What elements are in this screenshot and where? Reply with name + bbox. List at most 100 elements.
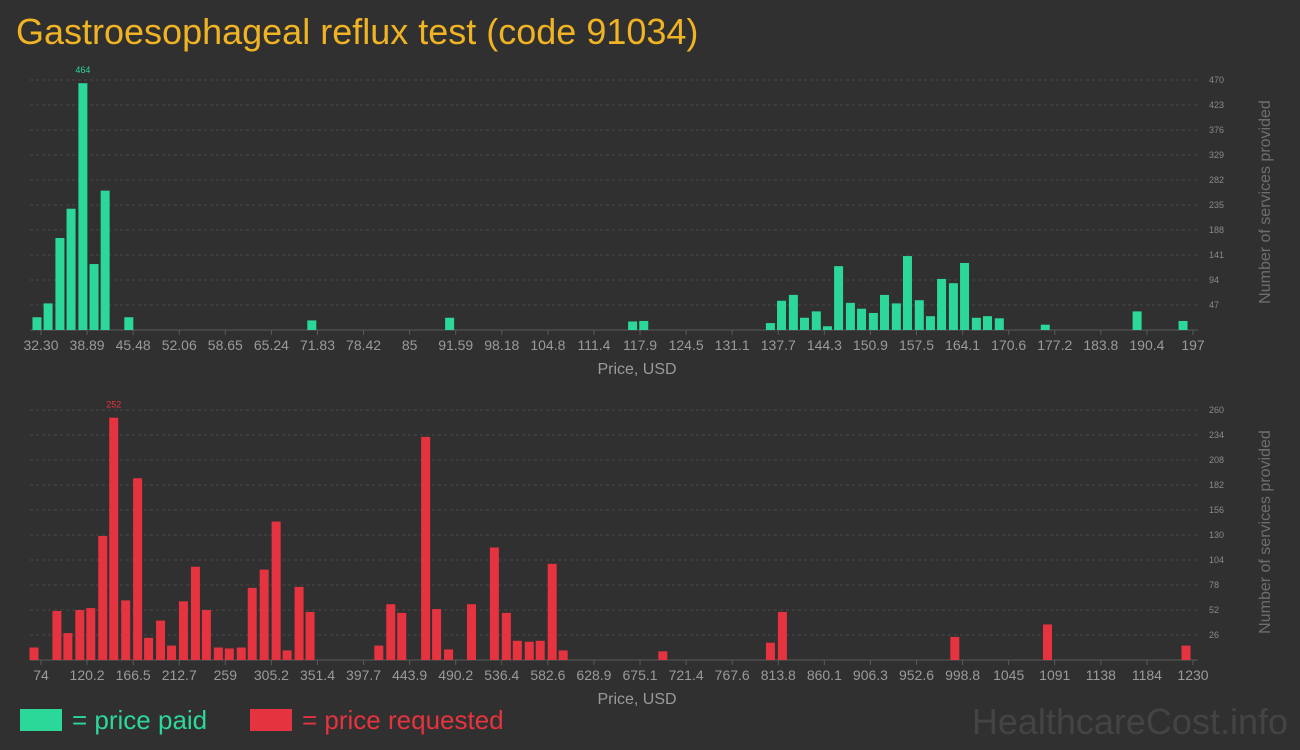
x-tick-label: 351.4 (300, 667, 335, 683)
bar (445, 317, 455, 330)
x-tick-label: 166.5 (116, 667, 151, 683)
bar (501, 612, 511, 660)
bar (201, 610, 211, 660)
x-tick-label: 190.4 (1129, 337, 1164, 353)
bar (224, 648, 234, 660)
x-tick-label: 443.9 (392, 667, 427, 683)
x-tick-label: 1091 (1039, 667, 1070, 683)
y-tick-label: 47 (1209, 300, 1219, 310)
bar (236, 647, 246, 660)
x-tick-label: 906.3 (853, 667, 888, 683)
bar (880, 294, 890, 330)
x-axis-label: Price, USD (597, 361, 676, 378)
legend-swatch-paid (20, 709, 62, 731)
x-tick-label: 177.2 (1037, 337, 1072, 353)
bar (432, 609, 442, 660)
x-tick-label: 111.4 (577, 337, 610, 353)
x-tick-label: 170.6 (991, 337, 1026, 353)
x-tick-label: 628.9 (576, 667, 611, 683)
bar (374, 645, 384, 660)
bar (788, 294, 798, 330)
x-tick-label: 144.3 (807, 337, 842, 353)
bar (32, 317, 42, 330)
y-tick-label: 234 (1209, 430, 1224, 440)
x-tick-label: 952.6 (899, 667, 934, 683)
bar (1042, 624, 1052, 660)
x-tick-label: 675.1 (623, 667, 658, 683)
watermark: HealthcareCost.info (972, 701, 1288, 742)
legend-label-requested: = price requested (302, 705, 504, 735)
x-tick-label: 45.48 (116, 337, 151, 353)
bar (868, 312, 878, 330)
y-tick-label: 282 (1209, 175, 1224, 185)
y-tick-label: 423 (1209, 100, 1224, 110)
bar (386, 604, 396, 660)
bar (983, 316, 993, 330)
x-tick-label: 52.06 (162, 337, 197, 353)
bar (89, 264, 99, 330)
x-tick-label: 813.8 (761, 667, 796, 683)
x-tick-label: 98.18 (484, 337, 519, 353)
legend-label-paid: = price paid (72, 705, 207, 735)
bar (834, 266, 844, 330)
bar (63, 633, 73, 660)
bar (178, 601, 188, 660)
bar (305, 611, 315, 660)
max-value-label: 252 (106, 400, 121, 410)
bar (639, 320, 649, 330)
y-tick-label: 94 (1209, 275, 1219, 285)
x-tick-label: 124.5 (669, 337, 704, 353)
bar (558, 650, 568, 660)
bar (52, 610, 62, 660)
chart-price-paid: 47 94 141 188 235 282 329 376 423 470 464 32.30 38.8… (23, 65, 1274, 378)
bar (98, 535, 108, 660)
bar (950, 636, 960, 660)
legend: = price paid = price requested (20, 705, 504, 735)
bar (765, 323, 775, 330)
bar (133, 478, 143, 660)
x-tick-label: 74 (33, 667, 49, 683)
bar (271, 521, 281, 660)
bar (55, 237, 65, 330)
bar (845, 302, 855, 330)
bar (213, 647, 223, 660)
bar (960, 262, 970, 330)
bar (777, 611, 787, 660)
y-tick-label: 208 (1209, 455, 1224, 465)
bar (247, 587, 257, 660)
y-tick-label: 470 (1209, 75, 1224, 85)
x-tick-label: 1138 (1086, 667, 1116, 683)
bar (109, 417, 119, 660)
bar (1132, 311, 1142, 330)
bar (78, 83, 88, 330)
bar (628, 321, 638, 330)
y-tick-label: 182 (1209, 480, 1224, 490)
y-tick-label: 188 (1209, 225, 1224, 235)
x-tick-label: 197 (1181, 337, 1205, 353)
y-tick-label: 104 (1209, 555, 1224, 565)
bar (891, 303, 901, 330)
bar (75, 610, 85, 660)
y-axis-label: Number of services provided (1257, 100, 1274, 304)
x-tick-label: 85 (402, 337, 418, 353)
bar (1181, 645, 1191, 660)
bar (100, 190, 110, 330)
x-tick-label: 767.6 (715, 667, 750, 683)
bar (1178, 320, 1188, 330)
bar (535, 640, 545, 660)
y-axis-label: Number of services provided (1257, 430, 1274, 634)
y-tick-label: 130 (1209, 530, 1224, 540)
x-tick-label: 536.4 (484, 667, 519, 683)
x-tick-label: 305.2 (254, 667, 289, 683)
bar (190, 566, 200, 660)
bar (925, 316, 935, 330)
legend-swatch-requested (250, 709, 292, 731)
x-tick-label: 259 (214, 667, 238, 683)
bar (512, 640, 522, 660)
x-tick-label: 1184 (1132, 667, 1162, 683)
bar (282, 650, 292, 660)
chart-price-requested: 26 52 78 104 130 156 182 208 234 260 252 74 120.2 166… (29, 400, 1274, 708)
x-tick-label: 582.6 (530, 667, 565, 683)
x-tick-label: 38.89 (70, 337, 105, 353)
